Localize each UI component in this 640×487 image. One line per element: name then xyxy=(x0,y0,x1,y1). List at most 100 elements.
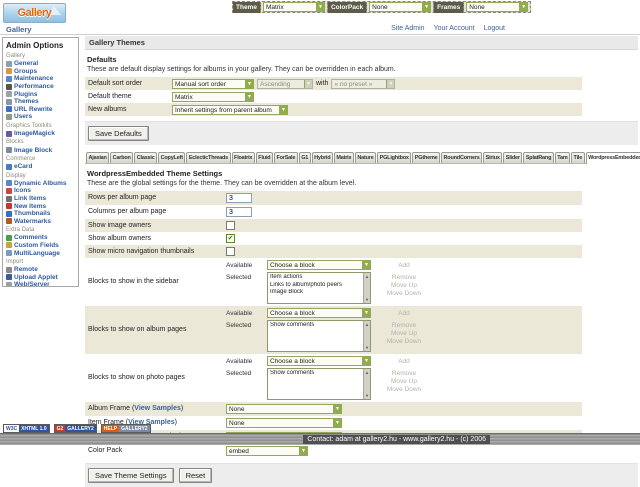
sidebar-item-link-items[interactable]: Link Items xyxy=(6,195,77,203)
sidebar-item-url-rewrite[interactable]: URL Rewrite xyxy=(6,106,77,114)
rows-per-album-page-input[interactable] xyxy=(226,193,252,203)
sidebar-item-general[interactable]: General xyxy=(6,60,77,68)
choose-block-select[interactable]: Choose a block ▼ xyxy=(267,308,371,318)
tab-wordpressembedded[interactable]: WordpressEmbedded xyxy=(585,152,640,164)
reset-button[interactable]: Reset xyxy=(178,468,213,483)
setting-row-color-pack: Color Pack embed ▼ xyxy=(85,444,582,458)
tab-hybrid[interactable]: Hybrid xyxy=(311,152,333,163)
setting-row-show-image-owners: Show image owners xyxy=(85,219,582,232)
header-link-site-admin[interactable]: Site Admin xyxy=(391,25,425,32)
tab-tam[interactable]: Tam xyxy=(554,152,571,163)
scrollbar[interactable]: ▲ ▼ xyxy=(363,321,370,351)
choose-block-select[interactable]: Choose a block ▼ xyxy=(267,260,371,270)
list-option[interactable]: Show comments xyxy=(270,370,315,376)
setting-label: Show micro navigation thumbnails xyxy=(88,247,195,255)
sidebar-item-custom-fields[interactable]: Custom Fields xyxy=(6,242,77,250)
tab-roundcorners[interactable]: RoundCorners xyxy=(441,152,483,163)
save-defaults-band: Save Defaults xyxy=(85,121,638,145)
show-micro-navigation-thumbnails-checkbox[interactable] xyxy=(226,247,235,256)
selected-blocks-list[interactable]: Show comments ▲ ▼ xyxy=(267,368,371,400)
chevron-down-icon: ▼ xyxy=(245,92,253,101)
show-image-owners-checkbox[interactable] xyxy=(226,221,235,230)
tab-pgtheme[interactable]: PGtheme xyxy=(412,152,441,163)
scroll-down-icon[interactable]: ▼ xyxy=(365,345,369,350)
save-theme-settings-button[interactable]: Save Theme Settings xyxy=(88,468,174,483)
scrollbar[interactable]: ▲ ▼ xyxy=(363,369,370,399)
gallery2-badge[interactable]: G2 GALLERY2 xyxy=(53,424,97,433)
scroll-down-icon[interactable]: ▼ xyxy=(365,297,369,302)
tab-forsale[interactable]: ForSale xyxy=(273,152,298,163)
sidebar-item-comments[interactable]: Comments xyxy=(6,234,77,242)
selected-blocks-list[interactable]: Item actions Links to album/photo peers Im… xyxy=(267,272,371,304)
sidebar-item-thumbnails[interactable]: Thumbnails xyxy=(6,210,77,218)
sidebar-item-dynamic-albums[interactable]: Dynamic Albums xyxy=(6,180,77,188)
tab-slider[interactable]: Slider xyxy=(503,152,523,163)
sort-order-select[interactable]: Manual sort order ▼ xyxy=(172,78,254,89)
scroll-up-icon[interactable]: ▲ xyxy=(365,322,369,327)
list-option[interactable]: Show comments xyxy=(270,322,315,328)
help-gallery2-badge[interactable]: HELP GALLERY2 xyxy=(100,424,151,433)
setting-label: Album Frame (View Samples) xyxy=(88,405,184,412)
sidebar-item-new-items[interactable]: New Items xyxy=(6,202,77,210)
sidebar-item-themes[interactable]: Themes xyxy=(6,98,77,106)
sidebar-item-ecard[interactable]: eCard xyxy=(6,163,77,171)
new-albums-select[interactable]: Inherit settings from parent album ▼ xyxy=(172,104,288,115)
tab-carbon[interactable]: Carbon xyxy=(110,152,134,163)
sidebar-item-imagemagick[interactable]: ImageMagick xyxy=(6,130,77,138)
scroll-up-icon[interactable]: ▲ xyxy=(365,370,369,375)
scrollbar[interactable]: ▲ ▼ xyxy=(363,273,370,303)
tab-copyleft[interactable]: CopyLeft xyxy=(158,152,186,163)
tab-siriux[interactable]: Siriux xyxy=(483,152,503,163)
sidebar-item-icons[interactable]: Icons xyxy=(6,187,77,195)
save-defaults-button[interactable]: Save Defaults xyxy=(88,126,149,141)
tab-splatrang[interactable]: SplatRang xyxy=(523,152,554,163)
sidebar-item-performance[interactable]: Performance xyxy=(6,83,77,91)
selected-blocks-list[interactable]: Show comments ▲ ▼ xyxy=(267,320,371,352)
sidebar-item-users[interactable]: Users xyxy=(6,113,77,121)
tab-g1[interactable]: G1 xyxy=(298,152,311,163)
header-link-your-account[interactable]: Your Account xyxy=(433,25,475,32)
sidebar-item-remote[interactable]: Remote xyxy=(6,266,77,274)
tab-nature[interactable]: Nature xyxy=(354,152,377,163)
tab-classic[interactable]: Classic xyxy=(134,152,158,163)
sidebar-item-plugins[interactable]: Plugins xyxy=(6,90,77,98)
sidebar-item-upload-applet[interactable]: Upload Applet xyxy=(6,273,77,281)
scroll-down-icon[interactable]: ▼ xyxy=(365,393,369,398)
view-samples-link[interactable]: View Samples xyxy=(134,405,181,412)
w3c-xhtml-badge[interactable]: W3C XHTML 1.0 xyxy=(3,424,50,433)
color-pack-select[interactable]: embed ▼ xyxy=(226,446,308,456)
tab-eclecticthreads[interactable]: EclecticThreads xyxy=(186,152,231,163)
choose-block-select[interactable]: Choose a block ▼ xyxy=(267,356,371,366)
scroll-up-icon[interactable]: ▲ xyxy=(365,274,369,279)
tab-ajaxian[interactable]: Ajaxian xyxy=(86,152,110,163)
sidebar-item-multilanguage[interactable]: MultiLanguage xyxy=(6,249,77,257)
list-option[interactable]: Links to album/photo peers xyxy=(270,281,343,288)
toolbar-theme-select[interactable]: Matrix ▼ xyxy=(262,2,325,12)
columns-per-album-page-input[interactable] xyxy=(226,207,252,217)
view-samples-link[interactable]: View Samples xyxy=(128,419,175,426)
tab-fluid[interactable]: Fluid xyxy=(255,152,273,163)
sidebar-section-label: Import xyxy=(6,258,24,265)
item-frame-select[interactable]: None ▼ xyxy=(226,418,342,428)
tab-floatrix[interactable]: Floatrix xyxy=(231,152,255,163)
tab-tile[interactable]: Tile xyxy=(571,152,585,163)
plugins-icon xyxy=(6,91,12,98)
album-frame-select[interactable]: None ▼ xyxy=(226,404,342,414)
sidebar-item-image-block[interactable]: Image Block xyxy=(6,146,77,154)
header-link-logout[interactable]: Logout xyxy=(483,25,505,32)
gallery-logo[interactable]: Gallery xyxy=(3,3,66,23)
sidebar-item-groups[interactable]: Groups xyxy=(6,68,77,76)
tab-pglightbox[interactable]: PGLightbox xyxy=(377,152,412,163)
sidebar-item-web-server[interactable]: Web/Server xyxy=(6,281,77,286)
tab-matrix[interactable]: Matrix xyxy=(333,152,354,163)
toolbar-frames-select[interactable]: None ▼ xyxy=(466,2,529,12)
sidebar-item-maintenance[interactable]: Maintenance xyxy=(6,75,77,83)
toolbar-colorpack-select[interactable]: None ▼ xyxy=(369,2,432,12)
show-album-owners-checkbox[interactable]: ✔ xyxy=(226,234,235,243)
breadcrumb-gallery-link[interactable]: Gallery xyxy=(6,25,32,34)
list-option[interactable]: Image Block xyxy=(270,289,304,295)
with-label: with xyxy=(316,80,329,87)
default-theme-select[interactable]: Matrix ▼ xyxy=(172,91,254,102)
list-option[interactable]: Item actions xyxy=(270,274,303,280)
sidebar-item-watermarks[interactable]: Watermarks xyxy=(6,218,77,226)
